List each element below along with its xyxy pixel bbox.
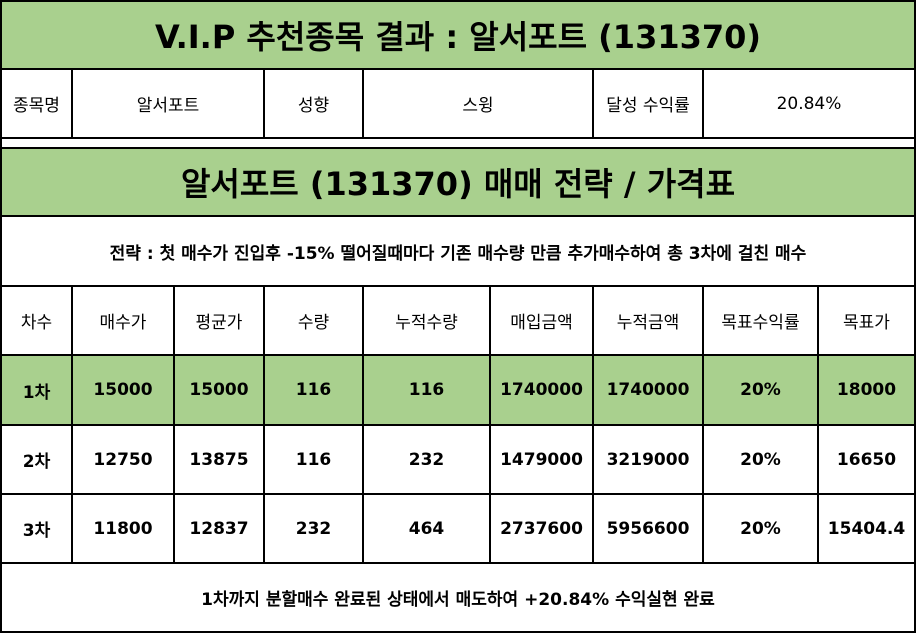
header-cumulative-amount: 누적금액 <box>594 287 704 354</box>
strategy-title: 알서포트 (131370) 매매 전략 / 가격표 <box>180 165 736 203</box>
table-header-row: 차수 매수가 평균가 수량 누적수량 매입금액 누적금액 목표수익률 목표가 <box>0 287 916 356</box>
cumulative-amount-cell: 1740000 <box>594 356 704 424</box>
table-row: 3차 11800 12837 232 464 2737600 5956600 2… <box>0 495 916 564</box>
round-cell: 2차 <box>2 426 73 493</box>
header-target-price: 목표가 <box>843 313 890 333</box>
quantity-cell: 116 <box>265 426 364 493</box>
return-label: 달성 수익률 <box>594 70 704 137</box>
result-summary: 1차까지 분할매수 완료된 상태에서 매도하여 +20.84% 수익실현 완료 <box>201 590 715 610</box>
buy-price-cell: 12750 <box>73 426 175 493</box>
strategy-description: 전략 : 첫 매수가 진입후 -15% 떨어질때마다 기존 매수량 만큼 추가매… <box>109 243 807 264</box>
stock-name-value: 알서포트 <box>73 70 265 137</box>
info-row: 종목명 알서포트 성향 스윙 달성 수익률 20.84% <box>0 70 916 139</box>
purchase-amount-cell: 1740000 <box>491 356 594 424</box>
header-cumulative-quantity: 누적수량 <box>364 287 491 354</box>
purchase-amount-cell: 2737600 <box>491 495 594 562</box>
header-quantity: 수량 <box>265 287 364 354</box>
cumulative-amount-cell: 3219000 <box>594 426 704 493</box>
table-row: 2차 12750 13875 116 232 1479000 3219000 2… <box>0 426 916 495</box>
header-round: 차수 <box>2 287 73 354</box>
page-title: V.I.P 추천종목 결과 : 알서포트 (131370) <box>154 18 762 56</box>
section-divider <box>0 139 916 149</box>
quantity-cell: 116 <box>265 356 364 424</box>
header-target-return: 목표수익률 <box>704 287 819 354</box>
tendency-value: 스윙 <box>364 70 594 137</box>
quantity-cell: 232 <box>265 495 364 562</box>
title-banner: V.I.P 추천종목 결과 : 알서포트 (131370) <box>0 0 916 70</box>
buy-price-cell: 15000 <box>73 356 175 424</box>
avg-price-cell: 12837 <box>175 495 265 562</box>
target-price-cell: 16650 <box>836 449 897 470</box>
cumulative-amount-cell: 5956600 <box>594 495 704 562</box>
strategy-description-row: 전략 : 첫 매수가 진입후 -15% 떨어질때마다 기존 매수량 만큼 추가매… <box>0 217 916 287</box>
header-avg-price: 평균가 <box>175 287 265 354</box>
return-value: 20.84% <box>776 93 842 114</box>
avg-price-cell: 13875 <box>175 426 265 493</box>
target-price-cell: 15404.4 <box>827 518 906 539</box>
stock-name-label: 종목명 <box>2 70 73 137</box>
cumulative-quantity-cell: 232 <box>364 426 491 493</box>
strategy-banner: 알서포트 (131370) 매매 전략 / 가격표 <box>0 149 916 217</box>
cumulative-quantity-cell: 116 <box>364 356 491 424</box>
avg-price-cell: 15000 <box>175 356 265 424</box>
target-return-cell: 20% <box>704 495 819 562</box>
round-cell: 3차 <box>2 495 73 562</box>
target-return-cell: 20% <box>704 426 819 493</box>
header-buy-price: 매수가 <box>73 287 175 354</box>
header-purchase-amount: 매입금액 <box>491 287 594 354</box>
target-return-cell: 20% <box>704 356 819 424</box>
cumulative-quantity-cell: 464 <box>364 495 491 562</box>
buy-price-cell: 11800 <box>73 495 175 562</box>
table-row: 1차 15000 15000 116 116 1740000 1740000 2… <box>0 356 916 426</box>
target-price-cell: 18000 <box>836 380 897 400</box>
tendency-label: 성향 <box>265 70 364 137</box>
footer-row: 1차까지 분할매수 완료된 상태에서 매도하여 +20.84% 수익실현 완료 <box>0 564 916 633</box>
purchase-amount-cell: 1479000 <box>491 426 594 493</box>
round-cell: 1차 <box>2 356 73 424</box>
